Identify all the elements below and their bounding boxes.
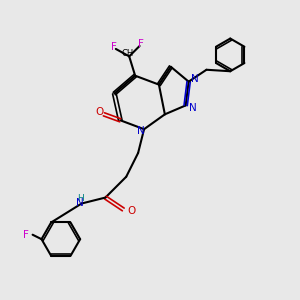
Text: F: F xyxy=(23,230,29,240)
Text: O: O xyxy=(128,206,136,216)
Text: N: N xyxy=(136,126,144,136)
Text: H: H xyxy=(77,194,83,203)
Text: CH: CH xyxy=(122,50,134,58)
Text: N: N xyxy=(189,103,197,113)
Text: F: F xyxy=(138,40,144,50)
Text: N: N xyxy=(191,74,199,84)
Text: N: N xyxy=(76,199,84,208)
Text: O: O xyxy=(95,107,104,117)
Text: F: F xyxy=(111,43,117,52)
